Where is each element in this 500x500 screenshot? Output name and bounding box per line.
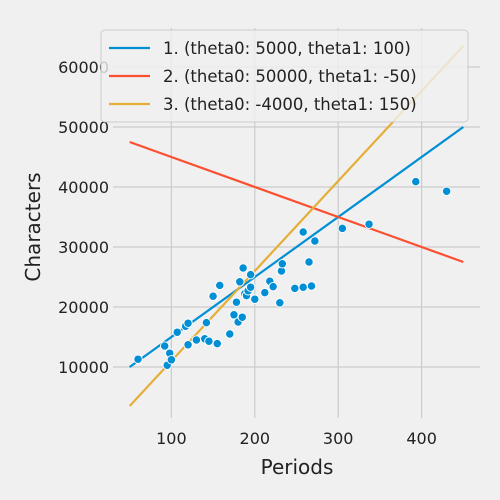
scatter-point xyxy=(133,354,143,364)
y-axis-label: Characters xyxy=(21,172,45,281)
scatter-point xyxy=(441,186,452,196)
scatter-point xyxy=(260,287,270,298)
y-tick-label: 60000 xyxy=(58,58,109,77)
scatter-point xyxy=(166,355,177,365)
scatter-point xyxy=(183,318,193,328)
scatter-point xyxy=(238,263,248,273)
series-line-2 xyxy=(129,140,464,264)
scatter-point xyxy=(231,297,242,307)
scatter-point xyxy=(304,257,314,267)
scatter-point xyxy=(411,176,421,187)
scatter-point xyxy=(277,259,287,269)
x-tick-label: 400 xyxy=(406,429,437,448)
scatter-point xyxy=(310,236,320,246)
y-tick-label: 40000 xyxy=(58,178,109,197)
scatter-point xyxy=(208,291,218,301)
scatter-point xyxy=(268,281,278,292)
scatter-point xyxy=(250,294,260,304)
legend-label: 1. (theta0: 5000, theta1: 100) xyxy=(163,39,411,58)
x-tick-labels: 100 200 300 400 xyxy=(156,429,437,448)
scatter-point xyxy=(183,340,193,350)
scatter-point xyxy=(306,281,317,291)
scatter-point xyxy=(298,227,308,237)
y-tick-label: 30000 xyxy=(58,238,109,257)
legend: 1. (theta0: 5000, theta1: 100) 2. (theta0… xyxy=(100,29,469,123)
scatter-point xyxy=(204,336,214,346)
scatter-point xyxy=(215,280,225,291)
scatter-point xyxy=(337,223,348,234)
y-tick-label: 50000 xyxy=(58,118,109,137)
scatter-point xyxy=(290,283,300,294)
y-tick-label: 20000 xyxy=(58,298,109,317)
x-tick-label: 200 xyxy=(240,429,271,448)
scatter-point xyxy=(201,317,212,328)
y-tick-label: 10000 xyxy=(58,358,109,377)
scatter-point xyxy=(364,219,374,229)
scatter-point xyxy=(237,312,247,322)
scatter-point xyxy=(235,277,245,287)
data-points xyxy=(133,176,452,370)
scatter-point xyxy=(275,298,285,308)
scatter-point xyxy=(225,329,235,339)
x-axis-label: Periods xyxy=(261,455,334,479)
legend-box xyxy=(100,29,469,123)
legend-label: 2. (theta0: 50000, theta1: -50) xyxy=(163,67,417,86)
scatter-point xyxy=(245,282,256,292)
scatter-point xyxy=(298,282,308,292)
scatter-point xyxy=(229,310,239,320)
scatter-point xyxy=(212,338,222,349)
scatter-point xyxy=(191,335,202,345)
scatter-point xyxy=(245,269,256,280)
x-tick-label: 300 xyxy=(323,429,354,448)
scatter-point xyxy=(160,341,170,351)
legend-label: 3. (theta0: -4000, theta1: 150) xyxy=(163,95,417,114)
y-tick-labels: 10000 20000 30000 40000 50000 60000 xyxy=(58,58,109,377)
scatter-point xyxy=(172,327,182,337)
x-tick-label: 100 xyxy=(156,429,187,448)
